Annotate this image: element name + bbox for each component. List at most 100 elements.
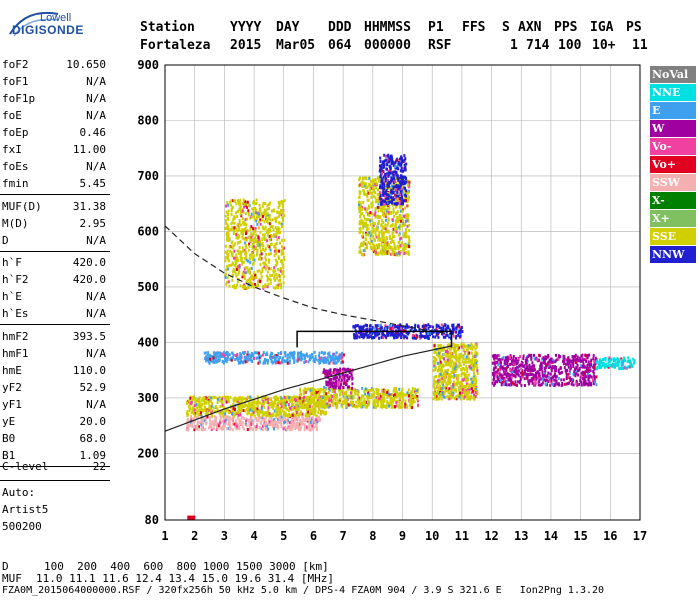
echo-point [380,400,383,404]
echo-point [226,252,229,255]
echo-point [374,404,377,408]
echo-point [386,154,389,158]
echo-point [298,425,301,429]
echo-point [188,405,191,409]
echo-point [369,388,372,392]
echo-point [274,252,277,256]
echo-point [405,162,408,166]
echo-point [392,240,394,243]
echo-point [393,253,396,257]
echo-point [520,367,523,371]
echo-point [353,389,356,393]
echo-point [372,399,375,403]
echo-point [225,233,228,236]
echo-point [225,226,228,230]
echo-point [396,164,399,168]
echo-point [243,202,246,206]
echo-point [314,407,317,411]
echo-point [547,371,550,375]
echo-point [589,374,592,378]
echo-point [576,355,579,359]
echo-point [303,391,305,395]
echo-point [399,209,402,213]
echo-point [315,414,318,418]
echo-point [231,199,234,203]
echo-point [262,396,265,400]
echo-point [544,366,547,370]
echo-point [349,387,352,391]
echo-point [551,375,554,379]
echo-point [275,228,278,231]
echo-point [321,401,324,405]
echo-point [302,422,305,426]
echo-point [226,201,229,204]
echo-point [299,428,302,432]
echo-point [401,396,404,400]
echo-point [497,363,500,367]
echo-point [278,418,281,421]
echo-point [292,403,295,406]
echo-point [240,409,243,413]
echo-point [289,351,292,355]
echo-point [453,327,455,331]
echo-point [239,223,242,227]
echo-point [367,227,370,231]
echo-point [274,398,277,402]
echo-point [260,402,263,406]
header-col-ddd: DDD [328,20,352,35]
echo-point [569,364,572,368]
echo-point [246,407,248,411]
echo-point [521,373,524,377]
echo-point [354,325,356,329]
echo-point [401,156,404,160]
echo-point [222,354,225,358]
echo-point [260,252,263,256]
echo-point [508,378,511,382]
echo-point [380,201,383,205]
echo-point [512,368,515,372]
echo-point [322,411,325,415]
echo-point [408,223,411,227]
echo-point [254,273,257,277]
echo-point [510,378,513,382]
echo-point [408,396,411,400]
echo-point [244,218,247,222]
echo-point [233,199,236,203]
echo-point [375,182,378,186]
echo-point [256,397,259,401]
echo-point [544,379,547,383]
parameter-panel: foF2 10.650 foF1 N/A foF1p N/A foE N/A foEp 0… [0,56,112,533]
echo-point [380,223,383,227]
echo-point [236,355,238,359]
echo-point [319,361,322,365]
echo-point [344,391,347,395]
echo-point [581,357,584,361]
echo-point [198,406,201,409]
echo-point [303,401,306,405]
echo-point [386,223,389,227]
echo-point [238,221,241,225]
echo-point [593,374,596,378]
echo-point [397,225,400,229]
echo-point [334,398,337,402]
echo-point [404,232,406,236]
echo-point [516,359,519,363]
echo-point [315,394,318,398]
echo-point [559,371,562,375]
echo-point [185,428,188,432]
echo-point [386,208,389,212]
echo-point [205,396,208,400]
echo-point [317,402,319,406]
echo-point [297,351,299,355]
echo-point [325,371,328,375]
echo-point [570,378,573,382]
echo-point [387,229,390,233]
echo-point [258,426,261,430]
echo-point [283,213,286,217]
echo-point [277,236,280,240]
echo-point [332,358,335,361]
echo-point [264,209,267,213]
echo-point [386,197,389,201]
echo-point [446,333,449,337]
echo-point [529,373,532,377]
